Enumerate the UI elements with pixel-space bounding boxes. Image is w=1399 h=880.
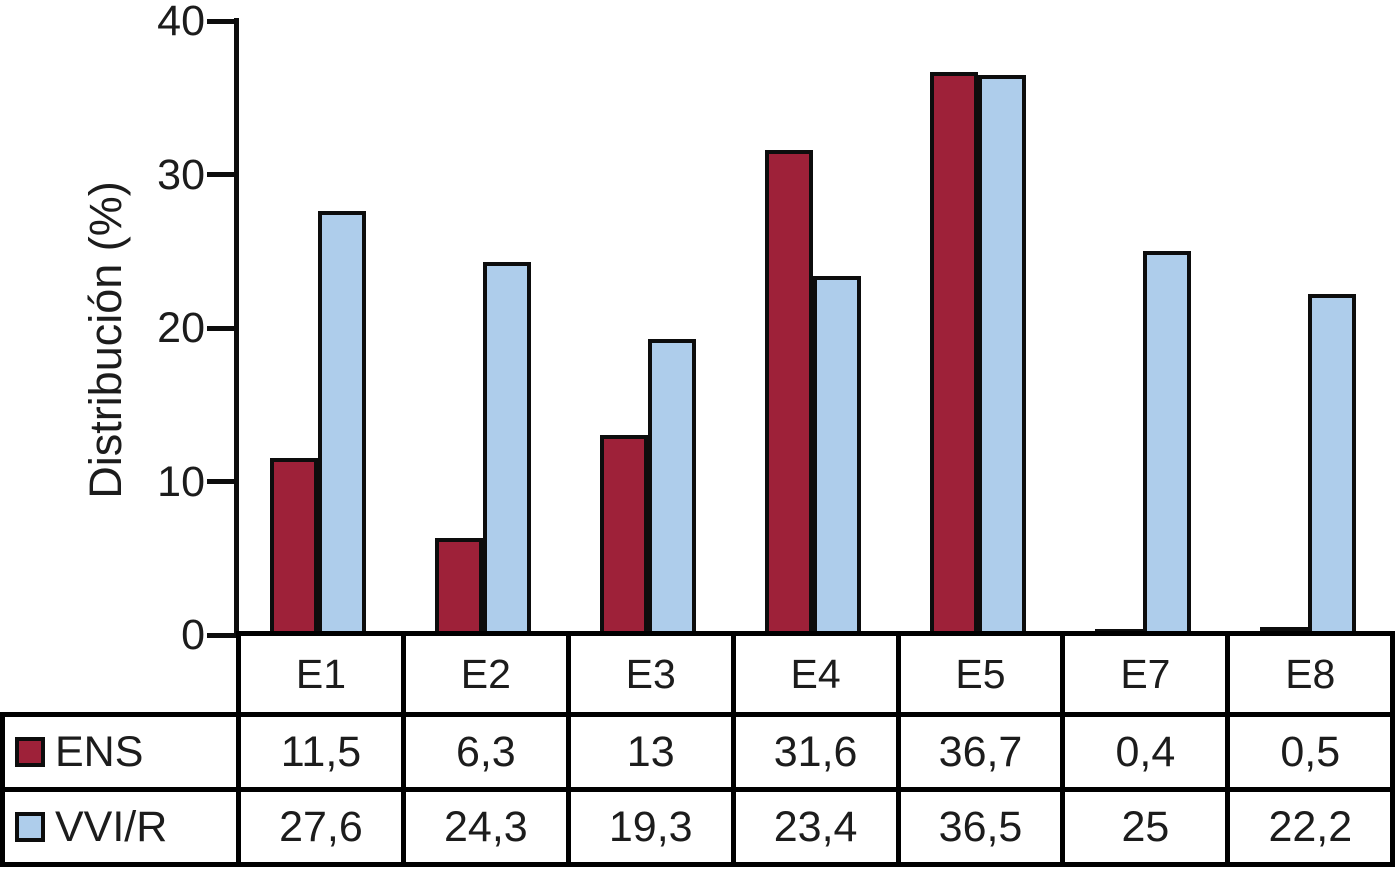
bar-vvir-e1 [318,211,367,638]
y-tick-label-30: 30 [157,150,205,199]
y-tick-mark-0 [207,632,236,638]
value-cell-ens-e4: 31,6 [730,712,901,792]
bar-ens-e4 [765,149,814,638]
bar-vvir-e4 [813,275,862,638]
chart-data-table: E1 E2 E3 E4 E5 E7 E8 ENS 11,5 6,3 13 31,6 36,7 0,4 0,5… [0,631,1396,867]
category-header-e5: E5 [895,631,1066,717]
category-header-e1: E1 [236,631,406,717]
category-header-e2: E2 [400,631,571,717]
value-cell-ens-e2: 6,3 [400,712,571,792]
legend-cell-ens: ENS [0,712,241,792]
value-cell-vvir-e5: 36,5 [895,787,1066,867]
value-cell-ens-e1: 11,5 [236,712,406,792]
legend-cell-vvir: VVI/R [0,787,241,867]
bar-vvir-e7 [1142,251,1191,638]
table-row-ens: ENS 11,5 6,3 13 31,6 36,7 0,4 0,5 [0,712,1396,792]
table-corner-blank [3,634,239,715]
legend-label-ens: ENS [55,727,144,776]
y-tick-mark-10 [207,479,236,484]
y-tick-label-40: 40 [157,0,205,45]
y-tick-mark-30 [207,172,236,177]
table-row-vvir: VVI/R 27,6 24,3 19,3 23,4 36,5 25 22,2 [0,787,1396,867]
category-header-e4: E4 [730,631,901,717]
legend-swatch-vvir [15,812,45,842]
category-header-e7: E7 [1060,631,1231,717]
value-cell-ens-e8: 0,5 [1225,712,1396,792]
value-cell-ens-e7: 0,4 [1060,712,1231,792]
legend-swatch-ens [15,737,45,767]
bar-ens-e2 [435,538,484,638]
y-tick-label-20: 20 [157,304,205,352]
value-cell-vvir-e8: 22,2 [1225,787,1396,867]
y-tick-label-0: 0 [181,611,205,659]
value-cell-ens-e5: 36,7 [895,712,1066,792]
bar-vvir-e2 [483,261,532,638]
category-header-e3: E3 [565,631,736,717]
value-cell-vvir-e4: 23,4 [730,787,901,867]
bar-vvir-e3 [648,338,697,638]
bar-ens-e5 [930,71,979,638]
y-tick-mark-40 [207,18,236,24]
bar-vvir-e5 [978,74,1027,638]
value-cell-vvir-e2: 24,3 [400,787,571,867]
legend-label-vvir: VVI/R [55,802,168,851]
y-tick-label-10: 10 [157,457,205,506]
value-cell-ens-e3: 13 [565,712,736,792]
bar-vvir-e8 [1307,294,1356,638]
y-axis-line [234,18,239,635]
value-cell-vvir-e7: 25 [1060,787,1231,867]
value-cell-vvir-e1: 27,6 [236,787,406,867]
category-header-e8: E8 [1225,631,1396,717]
y-tick-mark-20 [207,325,236,331]
value-cell-vvir-e3: 19,3 [565,787,736,867]
bar-ens-e1 [270,458,319,638]
bar-ens-e3 [600,435,649,638]
